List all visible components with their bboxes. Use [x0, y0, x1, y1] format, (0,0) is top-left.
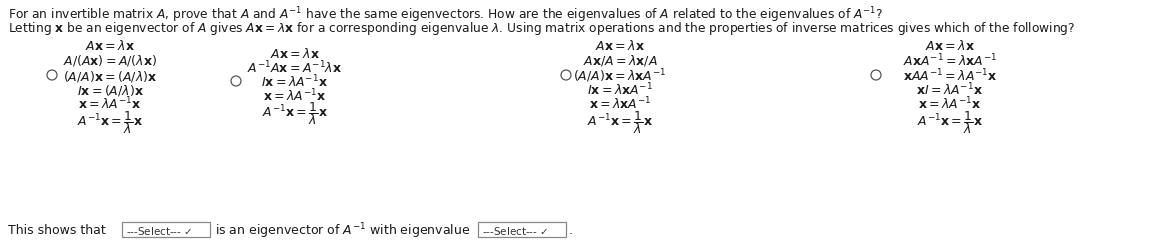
Text: ---Select--- $\checkmark$: ---Select--- $\checkmark$: [126, 224, 193, 236]
Text: is an eigenvector of $A^{-1}$ with eigenvalue: is an eigenvector of $A^{-1}$ with eigen…: [215, 220, 470, 240]
Text: $(A/A)\mathbf{x} = \lambda\mathbf{x}A^{-1}$: $(A/A)\mathbf{x} = \lambda\mathbf{x}A^{-…: [573, 67, 666, 84]
Text: $\mathbf{x} = \lambda A^{-1}\mathbf{x}$: $\mathbf{x} = \lambda A^{-1}\mathbf{x}$: [263, 87, 326, 104]
Text: Letting $\mathbf{x}$ be an eigenvector of $A$ gives $A\mathbf{x} = \lambda\mathb: Letting $\mathbf{x}$ be an eigenvector o…: [8, 20, 1075, 37]
Text: $A^{-1}\mathbf{x} = \dfrac{1}{\lambda}\mathbf{x}$: $A^{-1}\mathbf{x} = \dfrac{1}{\lambda}\m…: [262, 100, 328, 127]
Text: $\mathbf{x} = \lambda A^{-1}\mathbf{x}$: $\mathbf{x} = \lambda A^{-1}\mathbf{x}$: [919, 95, 982, 112]
Text: .: .: [569, 224, 573, 236]
Text: For an invertible matrix $A$, prove that $A$ and $A^{-1}$ have the same eigenvec: For an invertible matrix $A$, prove that…: [8, 5, 883, 24]
Text: $A\mathbf{x}A^{-1} = \lambda\mathbf{x}A^{-1}$: $A\mathbf{x}A^{-1} = \lambda\mathbf{x}A^…: [902, 52, 997, 69]
Text: $A\mathbf{x} = \lambda\mathbf{x}$: $A\mathbf{x} = \lambda\mathbf{x}$: [270, 47, 320, 61]
Text: $A^{-1}\mathbf{x} = \dfrac{1}{\lambda}\mathbf{x}$: $A^{-1}\mathbf{x} = \dfrac{1}{\lambda}\m…: [77, 109, 143, 136]
Text: $\mathbf{x} = \lambda\mathbf{x}A^{-1}$: $\mathbf{x} = \lambda\mathbf{x}A^{-1}$: [589, 95, 651, 112]
Text: $A\mathbf{x} = \lambda\mathbf{x}$: $A\mathbf{x} = \lambda\mathbf{x}$: [925, 39, 975, 53]
Text: $(A/A)\mathbf{x} = (A/\lambda)\mathbf{x}$: $(A/A)\mathbf{x} = (A/\lambda)\mathbf{x}…: [63, 68, 157, 83]
FancyBboxPatch shape: [122, 222, 210, 237]
Text: ---Select--- $\checkmark$: ---Select--- $\checkmark$: [482, 224, 548, 236]
Text: $\mathbf{x} = \lambda A^{-1}\mathbf{x}$: $\mathbf{x} = \lambda A^{-1}\mathbf{x}$: [78, 95, 141, 112]
Text: $I\mathbf{x} = \lambda A^{-1}\mathbf{x}$: $I\mathbf{x} = \lambda A^{-1}\mathbf{x}$: [262, 74, 328, 90]
Text: $A\mathbf{x} = \lambda\mathbf{x}$: $A\mathbf{x} = \lambda\mathbf{x}$: [595, 39, 645, 53]
Text: $\mathbf{x}I = \lambda A^{-1}\mathbf{x}$: $\mathbf{x}I = \lambda A^{-1}\mathbf{x}$: [916, 81, 983, 98]
Text: $I\mathbf{x} = \lambda\mathbf{x}A^{-1}$: $I\mathbf{x} = \lambda\mathbf{x}A^{-1}$: [587, 81, 653, 98]
Text: $A/(A\mathbf{x}) = A/(\lambda\mathbf{x})$: $A/(A\mathbf{x}) = A/(\lambda\mathbf{x})…: [63, 53, 157, 68]
Text: $A\mathbf{x}/A = \lambda\mathbf{x}/A$: $A\mathbf{x}/A = \lambda\mathbf{x}/A$: [582, 53, 657, 68]
Text: $A^{-1}\mathbf{x} = \dfrac{1}{\lambda}\mathbf{x}$: $A^{-1}\mathbf{x} = \dfrac{1}{\lambda}\m…: [916, 109, 983, 136]
Text: $\mathbf{x}AA^{-1} = \lambda A^{-1}\mathbf{x}$: $\mathbf{x}AA^{-1} = \lambda A^{-1}\math…: [902, 68, 997, 84]
Text: $A\mathbf{x} = \lambda\mathbf{x}$: $A\mathbf{x} = \lambda\mathbf{x}$: [85, 39, 134, 53]
Text: $I\mathbf{x} = (A/\lambda)\mathbf{x}$: $I\mathbf{x} = (A/\lambda)\mathbf{x}$: [76, 82, 144, 97]
Text: This shows that: This shows that: [8, 224, 105, 236]
FancyBboxPatch shape: [478, 222, 566, 237]
Text: $A^{-1}\mathbf{x} = \dfrac{1}{\lambda}\mathbf{x}$: $A^{-1}\mathbf{x} = \dfrac{1}{\lambda}\m…: [587, 109, 653, 136]
Text: $A^{-1}A\mathbf{x} = A^{-1}\lambda\mathbf{x}$: $A^{-1}A\mathbf{x} = A^{-1}\lambda\mathb…: [248, 60, 343, 76]
